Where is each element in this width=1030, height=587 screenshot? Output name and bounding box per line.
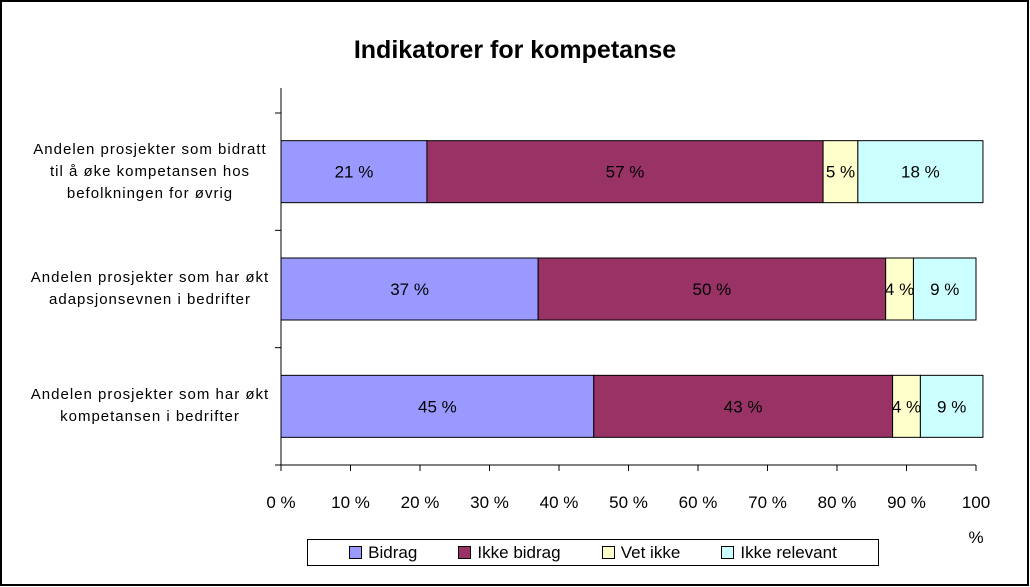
- legend-item: Ikke relevant: [721, 542, 837, 563]
- bar-segment: [919, 374, 984, 438]
- data-label: 5 %: [826, 163, 855, 182]
- bar-segment: [426, 140, 824, 204]
- legend-swatch: [601, 546, 615, 559]
- bar-segment: [537, 257, 887, 321]
- data-label: 37 %: [390, 280, 429, 299]
- bar-segment: [280, 374, 595, 438]
- legend: Bidrag Ikke bidrag Vet ikke Ikke relevant: [307, 539, 879, 566]
- data-label: 9 %: [930, 280, 959, 299]
- data-label: 43 %: [724, 397, 763, 416]
- x-tick-label: 10 %: [331, 493, 370, 512]
- bar-segment: [892, 374, 921, 438]
- x-tick-label: 50 %: [609, 493, 648, 512]
- legend-label: Ikke relevant: [740, 542, 837, 562]
- chart-title: Indikatorer for kompetanse: [353, 36, 677, 64]
- legend-label: Ikke bidrag: [477, 542, 561, 562]
- legend-item: Vet ikke: [601, 542, 681, 563]
- x-tick-label: 90 %: [887, 493, 926, 512]
- x-tick-label: 0 %: [266, 493, 296, 512]
- category-label: Andelen prosjekter som har økt kompetans…: [30, 386, 270, 426]
- bar-segment: [885, 257, 914, 321]
- category-label: Andelen prosjekter som bidratt til å øke…: [33, 140, 267, 202]
- data-label: 4 %: [885, 280, 914, 299]
- legend-label: Vet ikke: [620, 542, 681, 562]
- bar-segment: [593, 374, 894, 438]
- category-label: Andelen prosjekter som har økt adapsjons…: [30, 269, 270, 308]
- x-tick-label: 70 %: [748, 493, 787, 512]
- bar-segment: [912, 257, 977, 321]
- data-label: 57 %: [606, 163, 645, 182]
- data-label: 21 %: [335, 163, 374, 182]
- x-tick-label: 100 %: [961, 493, 991, 547]
- data-label: 45 %: [418, 397, 457, 416]
- bar-segment: [822, 140, 859, 204]
- legend-swatch: [721, 546, 735, 559]
- bar-segment: [280, 257, 539, 321]
- data-label: 4 %: [892, 397, 921, 416]
- legend-swatch: [458, 546, 472, 559]
- legend-item: Bidrag: [349, 543, 417, 563]
- data-label: 9 %: [937, 397, 966, 416]
- x-tick-label: 60 %: [678, 493, 718, 512]
- bar-segment: [857, 140, 984, 204]
- x-tick-label: 80 %: [817, 493, 857, 512]
- x-tick-label: 20 %: [400, 493, 440, 512]
- data-label: 50 %: [693, 280, 732, 299]
- legend-item: Ikke bidrag: [458, 542, 561, 563]
- x-tick-label: 30 %: [470, 493, 509, 512]
- legend-label: Bidrag: [368, 542, 418, 562]
- x-tick-label: 40 %: [539, 493, 579, 512]
- data-label: 18 %: [901, 163, 940, 182]
- legend-swatch: [349, 546, 363, 559]
